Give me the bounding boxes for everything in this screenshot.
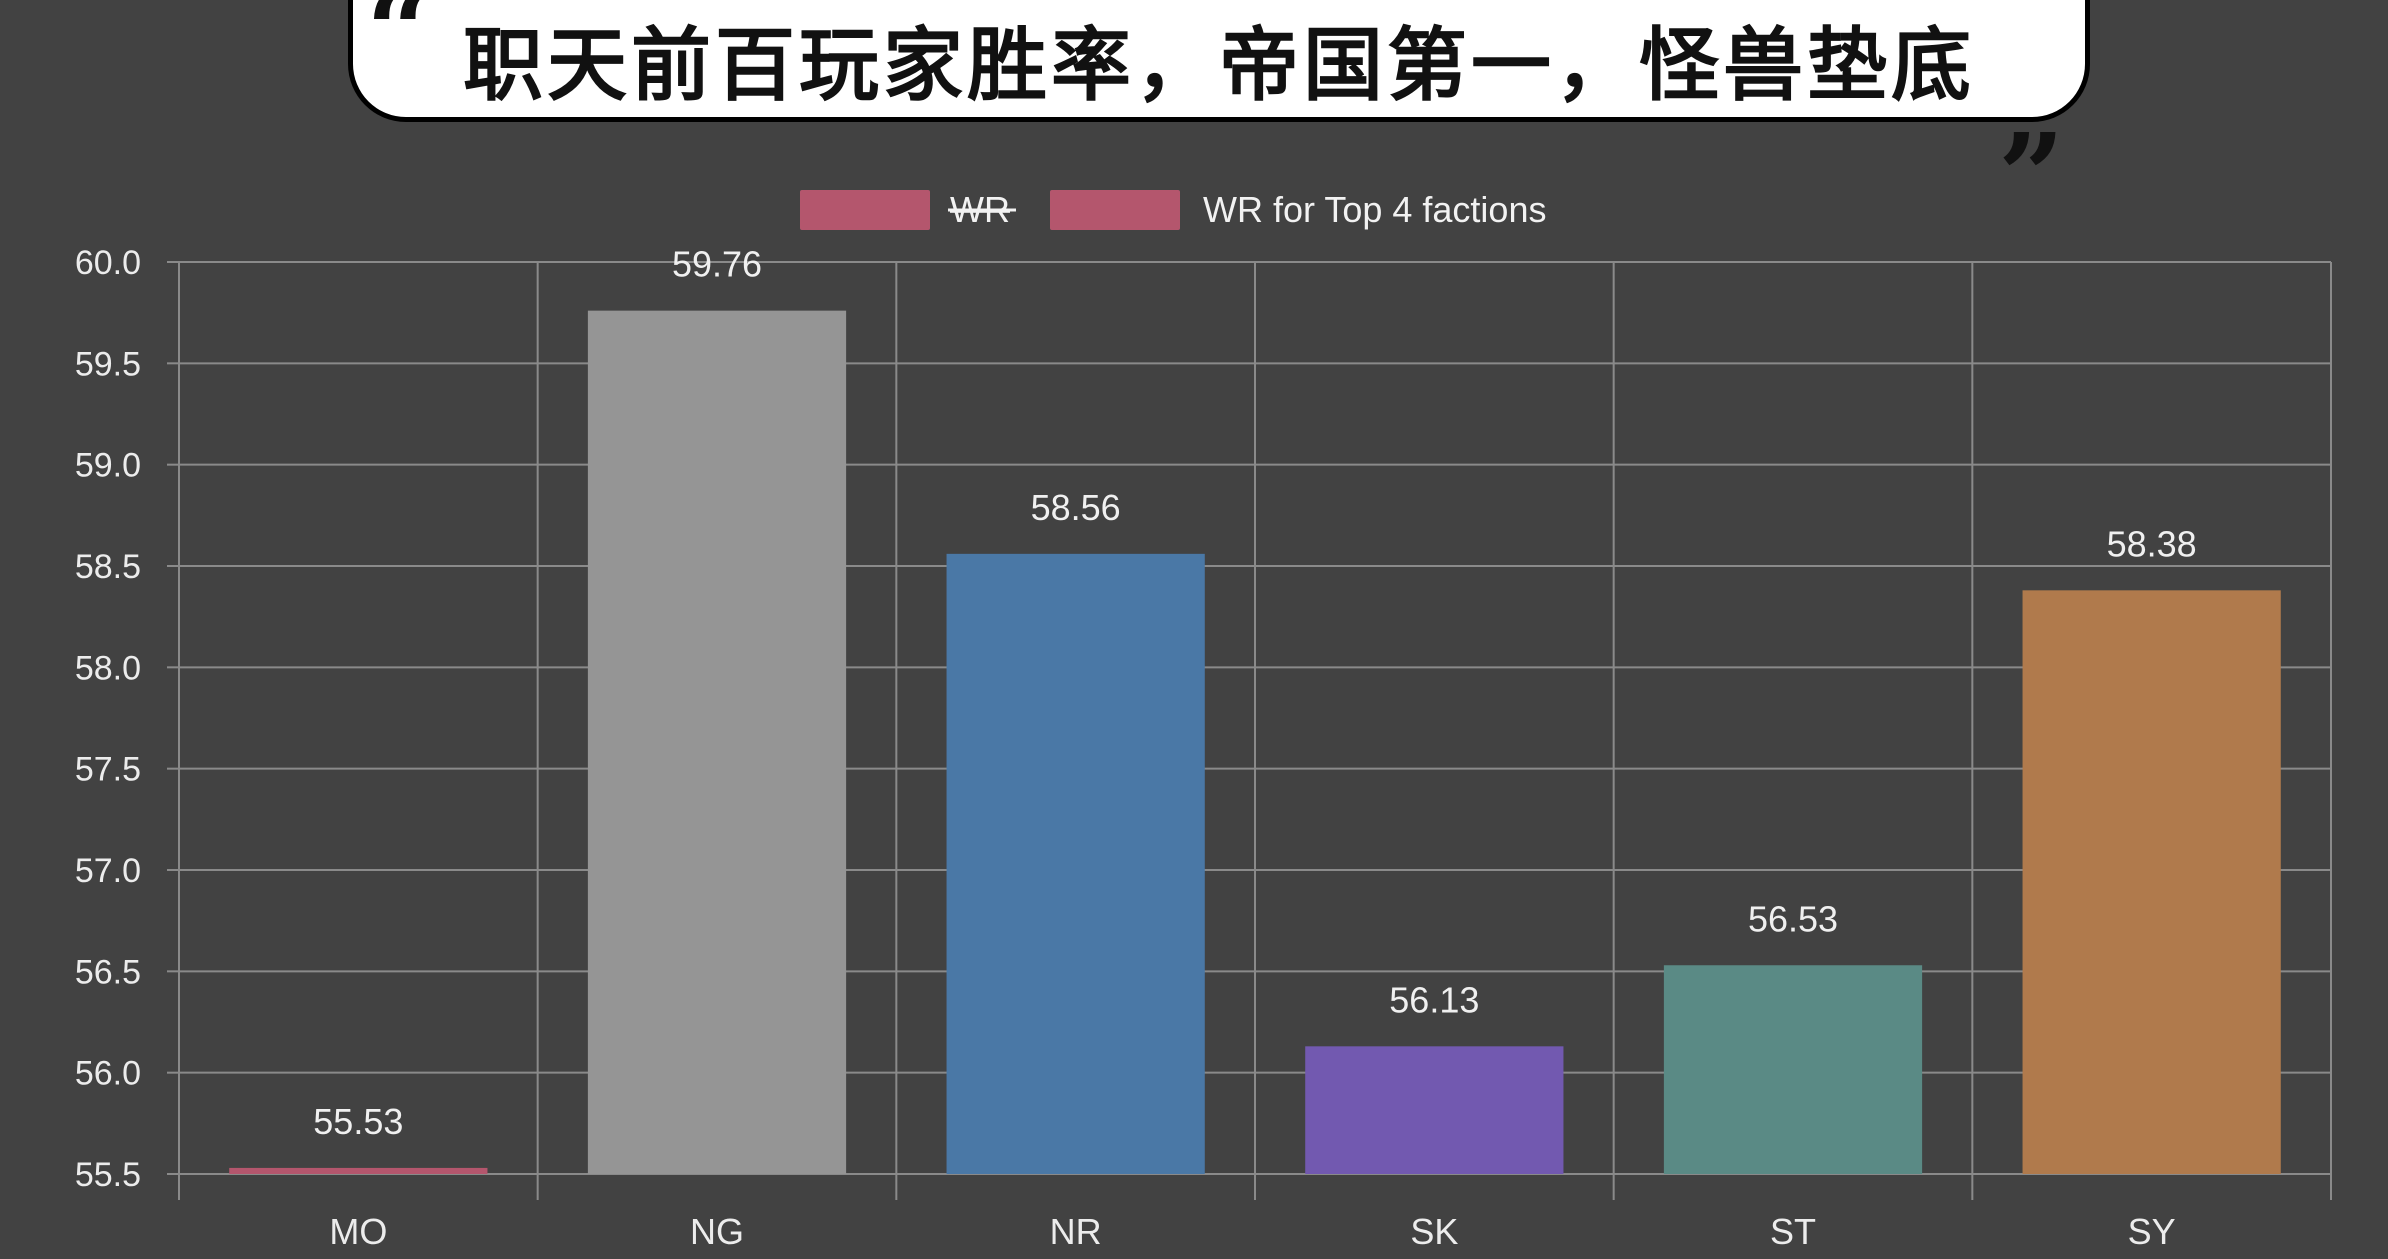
x-tick-label-sk: SK — [1410, 1211, 1458, 1252]
x-tick-label-st: ST — [1770, 1211, 1816, 1252]
x-tick-label-sy: SY — [2128, 1211, 2176, 1252]
x-tick-label-nr: NR — [1050, 1211, 1102, 1252]
y-tick-label: 58.5 — [75, 548, 141, 586]
legend-swatch-top4 — [1050, 190, 1180, 230]
data-label-mo: 55.53 — [313, 1101, 403, 1142]
chart-labels: 60.0 59.5 59.0 58.5 58.0 57.5 57.0 56.5 56.0 55.5… — [75, 244, 2197, 1252]
y-tick-label: 59.0 — [75, 447, 141, 485]
y-tick-label: 58.0 — [75, 649, 141, 687]
bar-nr — [946, 553, 1205, 1174]
y-tick-label: 57.0 — [75, 852, 141, 890]
y-tick-label: 60.0 — [75, 244, 141, 282]
legend-label-top4: WR for Top 4 factions — [1203, 189, 1546, 230]
chart-legend: WR WR for Top 4 factions — [800, 189, 1546, 230]
x-tick-label-mo: MO — [329, 1211, 387, 1252]
bar-sk — [1305, 1046, 1564, 1174]
legend-swatch-wr — [800, 190, 930, 230]
bar-st — [1663, 965, 1923, 1174]
y-tick-label: 59.5 — [75, 345, 141, 383]
data-label-st: 56.53 — [1748, 898, 1838, 939]
x-tick-label-ng: NG — [690, 1211, 744, 1252]
headline-bubble: 职天前百玩家胜率，帝国第一，怪兽垫底 — [348, 0, 2090, 122]
y-tick-label: 55.5 — [75, 1156, 141, 1194]
y-tick-label: 56.5 — [75, 953, 141, 991]
headline-text: 职天前百玩家胜率，帝国第一，怪兽垫底 — [463, 18, 1975, 112]
data-label-sk: 56.13 — [1389, 979, 1479, 1020]
chart-bars — [229, 310, 2281, 1174]
data-label-sy: 58.38 — [2107, 523, 2197, 564]
chart-grid — [167, 261, 2332, 1200]
data-label-ng: 59.76 — [672, 244, 762, 285]
y-tick-label: 56.0 — [75, 1055, 141, 1093]
close-quote-mark: „ — [2000, 42, 2067, 178]
bar-mo — [229, 1167, 488, 1174]
open-quote-mark: “ — [366, 0, 433, 100]
bar-ng — [587, 310, 847, 1174]
data-label-nr: 58.56 — [1031, 487, 1121, 528]
y-tick-label: 57.5 — [75, 751, 141, 789]
bar-sy — [2022, 590, 2281, 1174]
